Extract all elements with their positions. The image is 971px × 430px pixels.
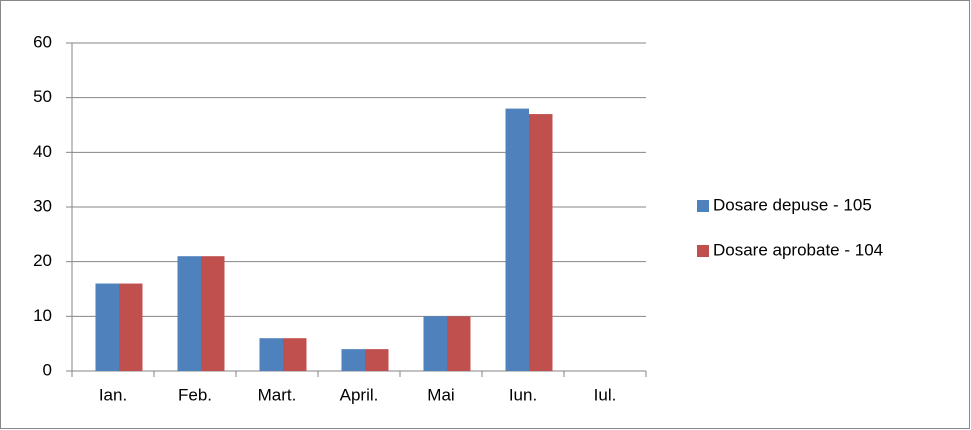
bar (365, 349, 389, 371)
x-tick-label: April. (340, 385, 379, 404)
y-tick-label: 10 (33, 306, 52, 325)
y-tick-label: 60 (33, 32, 52, 51)
y-tick-label: 0 (43, 360, 52, 379)
bar (423, 316, 447, 371)
x-tick-label: Mai (427, 385, 454, 404)
bar (283, 338, 307, 371)
legend-label: Dosare depuse - 105 (713, 195, 872, 214)
x-tick-label: Iun. (509, 385, 537, 404)
legend-swatch (697, 200, 709, 212)
bar (529, 114, 553, 372)
x-tick-label: Ian. (99, 385, 127, 404)
x-tick-label: Feb. (178, 385, 212, 404)
y-tick-label: 20 (33, 251, 52, 270)
bar (201, 256, 225, 371)
legend-swatch (697, 245, 709, 257)
y-tick-label: 50 (33, 87, 52, 106)
bar (95, 283, 119, 371)
y-tick-label: 30 (33, 196, 52, 215)
legend-label: Dosare aprobate - 104 (713, 240, 883, 259)
bar (259, 338, 283, 371)
bar (119, 283, 143, 371)
bar (505, 108, 529, 371)
bar (177, 256, 201, 371)
bar (447, 316, 471, 371)
x-tick-label: Mart. (258, 385, 297, 404)
bar (341, 349, 365, 371)
y-tick-label: 40 (33, 142, 52, 161)
x-tick-label: Iul. (594, 385, 617, 404)
